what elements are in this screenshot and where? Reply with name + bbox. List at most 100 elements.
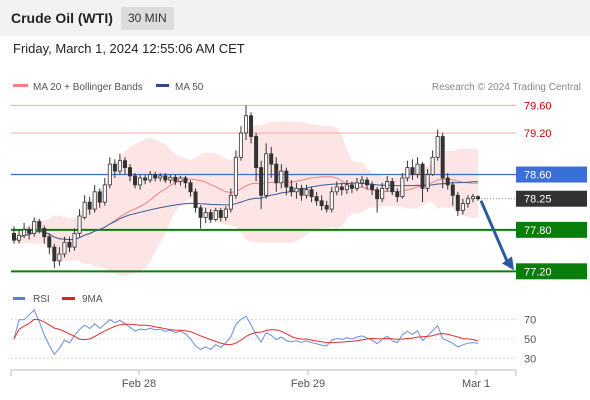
candle: [143, 174, 148, 185]
candle: [279, 164, 284, 189]
candle: [284, 167, 289, 196]
candle: [77, 209, 82, 237]
candle-body: [249, 115, 254, 137]
candle: [349, 181, 354, 194]
candle: [420, 162, 425, 203]
level-tag-77.20: [516, 263, 587, 280]
candle-body: [203, 212, 208, 218]
candle: [314, 191, 319, 206]
candle-body: [193, 191, 198, 209]
legend-9ma-swatch: [62, 297, 75, 300]
candle-body: [319, 200, 324, 207]
candle-body: [450, 184, 455, 196]
candle: [370, 181, 375, 196]
candle-body: [460, 203, 465, 211]
candle: [97, 188, 102, 208]
level-label-79.20: 79.20: [524, 128, 552, 140]
candle-body: [77, 215, 82, 234]
candle-body: [62, 241, 67, 255]
candle-body: [349, 184, 354, 189]
level-tag-77.80: [516, 221, 587, 238]
candle-body: [97, 191, 102, 203]
level-tag-78.60: [516, 166, 587, 183]
forecast-arrow-head: [502, 256, 514, 271]
candle-body: [385, 181, 390, 189]
candle: [178, 175, 183, 186]
candle: [203, 207, 208, 223]
candle: [254, 133, 259, 182]
legend-ma50-swatch: [156, 84, 169, 87]
candle-body: [158, 175, 163, 179]
candle-body: [455, 194, 460, 211]
candle: [329, 186, 334, 213]
candle-body: [133, 175, 138, 186]
candle: [264, 143, 269, 199]
candle: [228, 188, 233, 213]
candle: [324, 200, 329, 213]
timeframe-button[interactable]: 30 MIN: [121, 7, 174, 30]
candle: [127, 164, 132, 182]
candle-body: [405, 167, 410, 179]
candle: [52, 243, 57, 268]
candle: [138, 174, 143, 190]
candle: [112, 159, 117, 178]
candle-body: [274, 163, 279, 184]
candle-body: [183, 177, 188, 184]
candle-body: [279, 170, 284, 184]
level-label-77.80: 77.80: [524, 225, 552, 237]
candle-body: [42, 228, 47, 238]
legend-ma20-label: MA 20 + Bollinger Bands: [33, 82, 143, 93]
price-level-labels: 79.60 79.20 78.60 78.25 77.80 77.20: [516, 100, 587, 280]
candle: [92, 184, 97, 213]
level-label-78.60: 78.60: [524, 170, 552, 182]
candle: [450, 181, 455, 206]
candle: [259, 160, 264, 210]
candle-body: [163, 175, 168, 181]
candle-body: [57, 253, 62, 262]
bollinger-band: [14, 121, 478, 276]
chart-datetime: Friday, March 1, 2024 12:55:06 AM CET: [13, 41, 245, 56]
candle: [359, 175, 364, 187]
candle: [475, 195, 480, 201]
candle-body: [415, 163, 420, 175]
candle: [82, 195, 87, 220]
candle: [107, 157, 112, 189]
candle: [465, 195, 470, 208]
candle-body: [143, 177, 148, 181]
candle: [435, 129, 440, 161]
candle: [410, 159, 415, 181]
candle-body: [238, 132, 243, 158]
research-credit: Research © 2024 Trading Central: [432, 82, 581, 93]
candle-body: [82, 201, 87, 218]
candle: [430, 150, 435, 176]
candle: [400, 173, 405, 199]
candle-body: [153, 174, 158, 179]
candle: [148, 171, 153, 183]
candle: [274, 157, 279, 192]
candle-body: [32, 221, 37, 234]
candle-body: [309, 189, 314, 198]
candle: [354, 177, 359, 192]
candle: [188, 180, 193, 197]
chart-header: Crude Oil (WTI) 30 MIN: [0, 0, 590, 36]
candle-body: [294, 187, 299, 193]
candle: [62, 236, 67, 258]
candle: [380, 182, 385, 203]
legend-9ma-label: 9MA: [82, 294, 103, 305]
candle-body: [87, 201, 92, 210]
rsi-line: [13, 309, 479, 356]
candle: [334, 181, 339, 196]
candle-body: [465, 198, 470, 204]
candle-body: [218, 210, 223, 218]
candle-body: [52, 246, 57, 262]
candle-body: [339, 186, 344, 191]
candle-body: [102, 184, 107, 203]
candle: [289, 180, 294, 197]
candle: [27, 226, 32, 240]
candle: [117, 153, 122, 175]
candle-body: [334, 186, 339, 193]
candle-body: [400, 177, 405, 198]
rsi-panel: 70 50 30: [11, 309, 536, 365]
candle: [37, 218, 42, 234]
candle-body: [17, 234, 22, 241]
